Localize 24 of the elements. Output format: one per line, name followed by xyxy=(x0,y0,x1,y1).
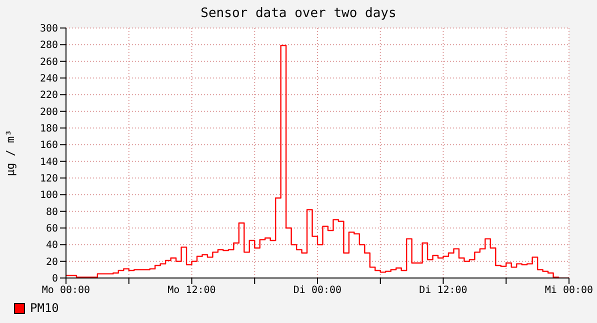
y-axis-title: µg / m³ xyxy=(4,130,17,176)
y-tick-label: 300 xyxy=(40,24,58,35)
y-tick-label: 0 xyxy=(52,274,58,285)
x-tick-label: Di 00:00 xyxy=(293,285,342,296)
y-tick-label: 80 xyxy=(46,206,58,218)
chart-title: Sensor data over two days xyxy=(200,6,398,21)
x-tick-label: Mi 00:00 xyxy=(544,285,594,296)
y-tick-label: 280 xyxy=(40,40,58,52)
y-tick-label: 60 xyxy=(46,224,58,235)
y-tick-label: 100 xyxy=(40,190,58,202)
x-tick-label: Mo 00:00 xyxy=(42,285,90,296)
y-tick-label: 140 xyxy=(40,156,58,168)
y-tick-label: 40 xyxy=(46,240,58,252)
x-tick-label: Mo 12:00 xyxy=(168,285,216,296)
y-tick-label: 20 xyxy=(46,256,58,268)
y-tick-label: 220 xyxy=(40,90,58,102)
y-tick-label: 160 xyxy=(40,140,58,152)
y-tick-label: 260 xyxy=(40,56,58,68)
y-tick-label: 180 xyxy=(40,124,58,135)
y-tick-label: 240 xyxy=(40,74,58,85)
x-tick-label: Di 12:00 xyxy=(419,285,468,296)
legend-label: PM10 xyxy=(30,301,59,315)
y-tick-label: 200 xyxy=(40,106,58,118)
y-tick-label: 120 xyxy=(40,174,58,185)
